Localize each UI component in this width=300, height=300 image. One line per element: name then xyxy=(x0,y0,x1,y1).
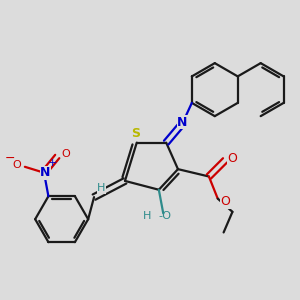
Text: O: O xyxy=(12,160,21,170)
Text: S: S xyxy=(131,127,140,140)
Text: −: − xyxy=(4,152,15,165)
Text: H: H xyxy=(97,183,106,193)
Text: O: O xyxy=(220,195,230,208)
Text: O: O xyxy=(61,149,70,159)
Text: O: O xyxy=(227,152,237,165)
Text: H: H xyxy=(143,211,151,221)
Text: +: + xyxy=(48,158,57,168)
Text: N: N xyxy=(40,166,51,179)
Text: N: N xyxy=(177,116,188,128)
Text: -O: -O xyxy=(159,211,172,221)
